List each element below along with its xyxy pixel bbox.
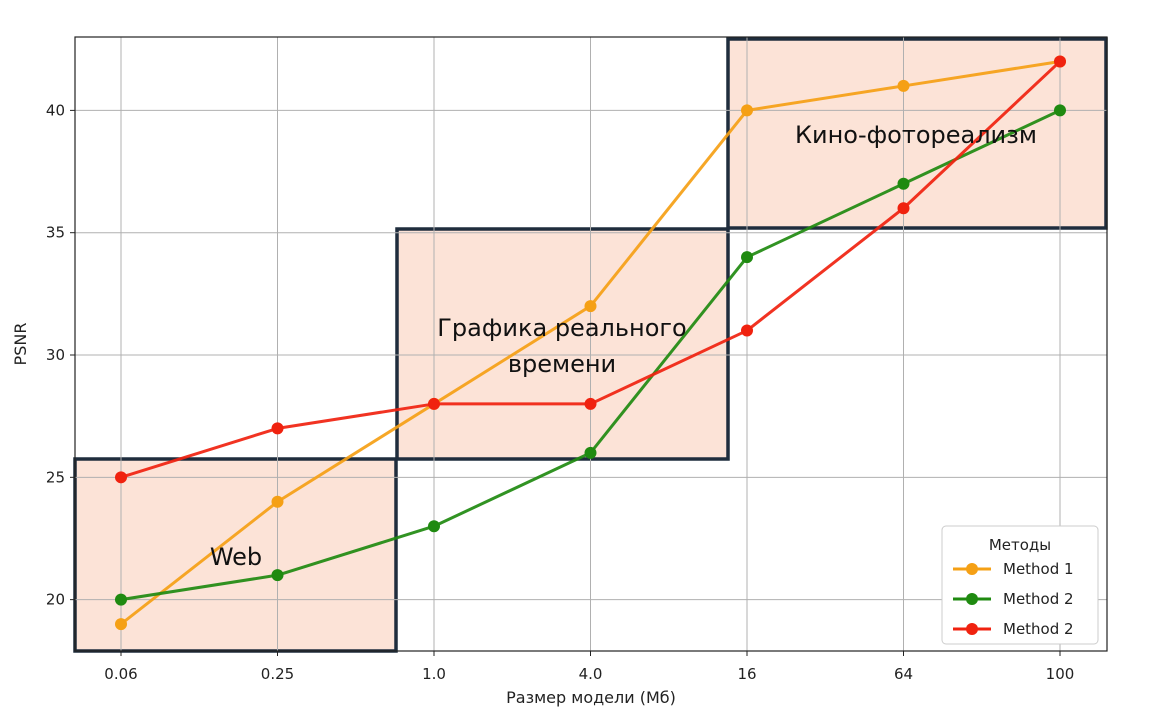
series-2-point bbox=[1054, 55, 1066, 68]
y-axis-label: PSNR bbox=[11, 323, 30, 366]
series-2-point bbox=[741, 324, 753, 337]
series-0-point bbox=[741, 104, 753, 117]
y-tick-label: 40 bbox=[46, 101, 65, 119]
legend-label-1: Method 2 bbox=[1003, 590, 1074, 608]
y-tick-label: 35 bbox=[46, 224, 65, 242]
series-1-point bbox=[741, 251, 753, 264]
x-tick-label: 64 bbox=[894, 665, 913, 683]
grid-layer bbox=[75, 37, 1107, 651]
x-tick-label: 4.0 bbox=[579, 665, 603, 683]
legend-label-0: Method 1 bbox=[1003, 560, 1074, 578]
legend-entries: Method 1 Method 2 Method 2 bbox=[953, 560, 1074, 638]
series-1-point bbox=[584, 446, 597, 459]
series-0-point bbox=[897, 79, 910, 92]
series-1-point bbox=[428, 520, 440, 533]
region-labels-layer: Web Графика реального времени Кино-фотор… bbox=[210, 121, 1037, 571]
series-1-point bbox=[897, 177, 910, 190]
region-box-1 bbox=[395, 227, 730, 461]
series-0-point bbox=[271, 495, 284, 508]
region-label-cinema: Кино-фотореализм bbox=[795, 121, 1037, 149]
region-label-realtime-line2: времени bbox=[508, 350, 616, 378]
legend-swatch-marker-2 bbox=[966, 623, 978, 635]
series-2-point bbox=[428, 397, 440, 410]
y-tick-label: 20 bbox=[46, 591, 65, 609]
y-tick-label: 25 bbox=[46, 468, 65, 486]
x-tick-label: 1.0 bbox=[422, 665, 446, 683]
series-layer bbox=[115, 55, 1066, 631]
series-1-point bbox=[115, 593, 127, 606]
series-2-point bbox=[271, 422, 284, 435]
regions-layer bbox=[73, 37, 1108, 653]
region-label-web: Web bbox=[210, 543, 262, 571]
legend-swatch-marker-0 bbox=[966, 563, 978, 575]
x-tick-label: 0.06 bbox=[104, 665, 137, 683]
series-2-point bbox=[584, 397, 597, 410]
x-tick-label: 16 bbox=[737, 665, 756, 683]
series-0-point bbox=[584, 300, 597, 313]
series-0-point bbox=[115, 618, 127, 631]
legend-box bbox=[941, 525, 1099, 645]
series-1-point bbox=[271, 569, 284, 582]
x-tick-label: 100 bbox=[1046, 665, 1075, 683]
legend: Методы Method 1 Method 2 Method 2 bbox=[941, 525, 1099, 645]
ticks-layer: 0.06 0.25 1.0 4.0 16 64 100 20 25 30 35 40 bbox=[46, 101, 1074, 683]
legend-label-2: Method 2 bbox=[1003, 620, 1074, 638]
legend-swatch-marker-1 bbox=[966, 593, 978, 605]
region-label-realtime-line1: Графика реального bbox=[437, 314, 686, 342]
region-box-2 bbox=[726, 37, 1108, 230]
y-tick-label: 30 bbox=[46, 346, 65, 364]
legend-title: Методы bbox=[989, 536, 1051, 554]
x-axis-label: Размер модели (Мб) bbox=[506, 688, 676, 707]
x-tick-label: 0.25 bbox=[261, 665, 294, 683]
series-2-point bbox=[115, 471, 127, 484]
series-2-point bbox=[897, 202, 910, 215]
series-1-point bbox=[1054, 104, 1066, 117]
